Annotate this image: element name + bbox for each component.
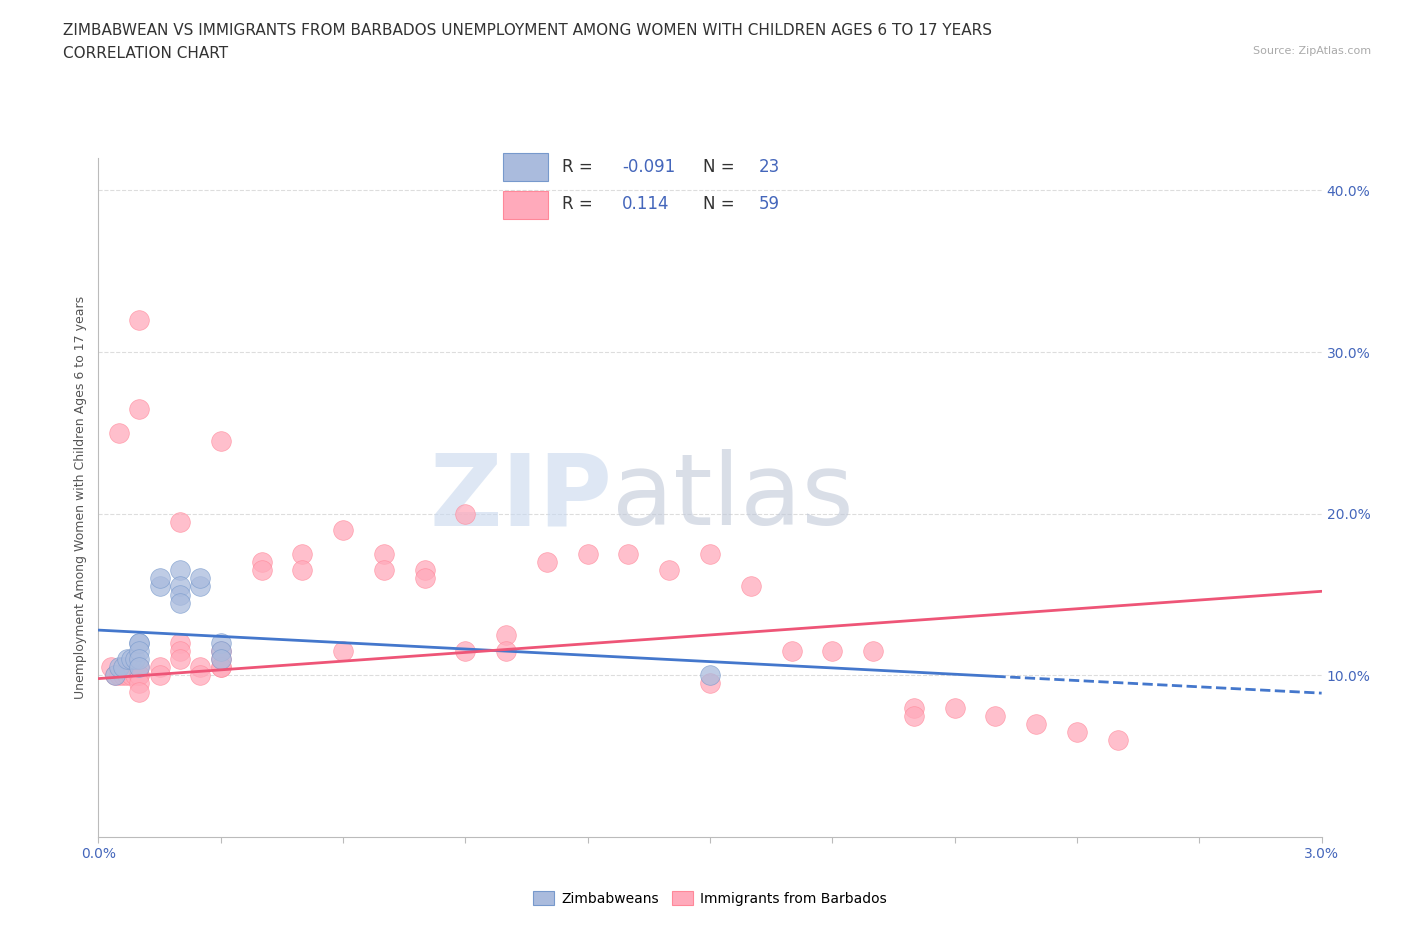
Point bbox=[740, 579, 762, 594]
Text: 0.114: 0.114 bbox=[621, 195, 669, 213]
Point bbox=[332, 523, 354, 538]
Point bbox=[128, 668, 150, 683]
Point bbox=[209, 433, 232, 448]
Point bbox=[209, 652, 232, 667]
Point bbox=[576, 547, 599, 562]
Point bbox=[903, 700, 925, 715]
Point bbox=[100, 660, 122, 675]
Point bbox=[128, 660, 150, 675]
Point bbox=[111, 668, 134, 683]
Point bbox=[115, 668, 138, 683]
Point bbox=[128, 312, 150, 327]
Point bbox=[128, 401, 150, 416]
Point bbox=[149, 668, 172, 683]
Point bbox=[1066, 724, 1088, 739]
Point bbox=[821, 644, 844, 658]
Point bbox=[373, 563, 395, 578]
Legend: Zimbabweans, Immigrants from Barbados: Zimbabweans, Immigrants from Barbados bbox=[527, 885, 893, 911]
Text: N =: N = bbox=[703, 158, 734, 176]
Point bbox=[780, 644, 803, 658]
Point bbox=[209, 652, 232, 667]
Point bbox=[169, 595, 191, 610]
Point bbox=[128, 668, 150, 683]
Point bbox=[943, 700, 966, 715]
Point bbox=[169, 514, 191, 529]
Point bbox=[862, 644, 884, 658]
Point bbox=[108, 425, 131, 440]
Point bbox=[413, 571, 436, 586]
Point bbox=[699, 668, 721, 683]
Point bbox=[1025, 716, 1047, 731]
FancyBboxPatch shape bbox=[503, 191, 548, 219]
Y-axis label: Unemployment Among Women with Children Ages 6 to 17 years: Unemployment Among Women with Children A… bbox=[75, 296, 87, 699]
Point bbox=[128, 660, 150, 675]
Point bbox=[169, 644, 191, 658]
Point bbox=[250, 555, 273, 570]
Text: R =: R = bbox=[562, 195, 593, 213]
Text: atlas: atlas bbox=[612, 449, 853, 546]
Point bbox=[373, 547, 395, 562]
Point bbox=[699, 547, 721, 562]
Point bbox=[128, 635, 150, 650]
Point bbox=[536, 555, 558, 570]
Point bbox=[128, 676, 150, 691]
Text: ZIP: ZIP bbox=[429, 449, 612, 546]
Point bbox=[128, 684, 150, 699]
Point bbox=[984, 709, 1007, 724]
Point bbox=[115, 652, 138, 667]
Point bbox=[108, 668, 131, 683]
Point bbox=[1107, 733, 1129, 748]
Text: Source: ZipAtlas.com: Source: ZipAtlas.com bbox=[1253, 46, 1371, 57]
Point bbox=[149, 579, 172, 594]
Point bbox=[291, 563, 314, 578]
FancyBboxPatch shape bbox=[503, 153, 548, 181]
Point bbox=[291, 547, 314, 562]
Text: -0.091: -0.091 bbox=[621, 158, 675, 176]
Point bbox=[169, 579, 191, 594]
Point bbox=[209, 660, 232, 675]
Point bbox=[128, 635, 150, 650]
Text: R =: R = bbox=[562, 158, 593, 176]
Point bbox=[250, 563, 273, 578]
Text: N =: N = bbox=[703, 195, 734, 213]
Point bbox=[332, 644, 354, 658]
Point bbox=[149, 571, 172, 586]
Point bbox=[111, 660, 134, 675]
Point bbox=[188, 668, 212, 683]
Point bbox=[120, 668, 142, 683]
Point bbox=[104, 668, 127, 683]
Point bbox=[169, 635, 191, 650]
Point bbox=[128, 644, 150, 658]
Point bbox=[169, 587, 191, 602]
Point bbox=[209, 660, 232, 675]
Point bbox=[209, 644, 232, 658]
Point bbox=[209, 635, 232, 650]
Point bbox=[149, 660, 172, 675]
Point bbox=[120, 652, 142, 667]
Text: 59: 59 bbox=[759, 195, 780, 213]
Point bbox=[188, 571, 212, 586]
Point bbox=[124, 668, 146, 683]
Point bbox=[413, 563, 436, 578]
Point bbox=[108, 660, 131, 675]
Point bbox=[188, 660, 212, 675]
Point bbox=[169, 563, 191, 578]
Point bbox=[454, 506, 477, 521]
Point bbox=[169, 652, 191, 667]
Point bbox=[617, 547, 640, 562]
Point bbox=[124, 652, 146, 667]
Point bbox=[454, 644, 477, 658]
Point bbox=[903, 709, 925, 724]
Point bbox=[495, 644, 517, 658]
Text: CORRELATION CHART: CORRELATION CHART bbox=[63, 46, 228, 61]
Text: ZIMBABWEAN VS IMMIGRANTS FROM BARBADOS UNEMPLOYMENT AMONG WOMEN WITH CHILDREN AG: ZIMBABWEAN VS IMMIGRANTS FROM BARBADOS U… bbox=[63, 23, 993, 38]
Point bbox=[209, 644, 232, 658]
Point bbox=[495, 628, 517, 643]
Text: 23: 23 bbox=[759, 158, 780, 176]
Point bbox=[699, 676, 721, 691]
Point bbox=[128, 652, 150, 667]
Point bbox=[658, 563, 681, 578]
Point bbox=[104, 668, 127, 683]
Point bbox=[188, 579, 212, 594]
